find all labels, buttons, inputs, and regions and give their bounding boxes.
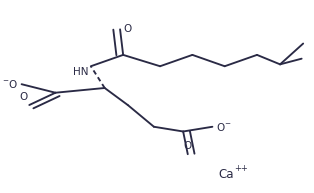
Text: $^{-}$O: $^{-}$O [3,78,19,90]
Text: HN: HN [73,67,88,77]
Text: ++: ++ [234,164,248,173]
Text: O: O [123,24,131,34]
Text: O: O [19,92,28,102]
Text: O: O [184,141,192,151]
Text: O$^{-}$: O$^{-}$ [216,121,232,133]
Text: Ca: Ca [219,168,234,180]
